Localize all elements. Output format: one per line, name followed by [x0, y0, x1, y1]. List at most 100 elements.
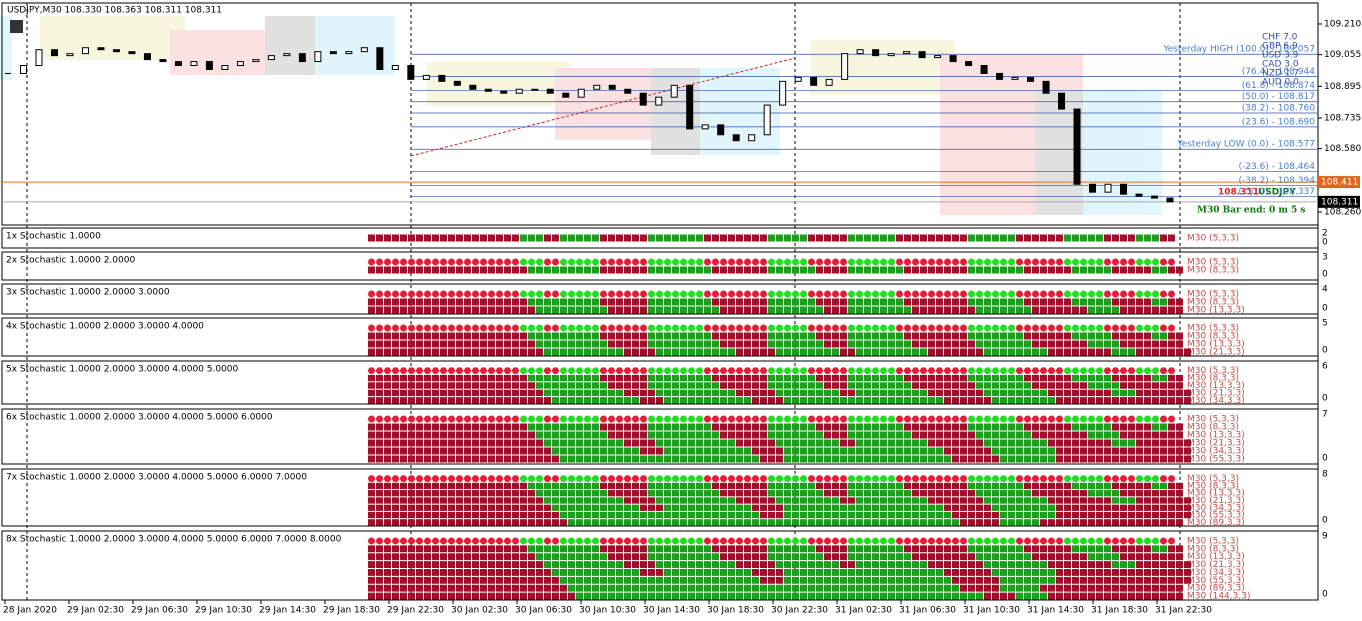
- state-cell: [392, 490, 399, 497]
- state-cell: [904, 298, 911, 306]
- state-cell: [728, 561, 735, 568]
- state-cell: [656, 374, 663, 382]
- state-cell: [1176, 561, 1183, 568]
- state-cell: [520, 504, 527, 511]
- menu-icon[interactable]: [10, 20, 23, 33]
- state-cell: [1016, 576, 1023, 584]
- state-cell: [1104, 576, 1111, 584]
- state-cell: [968, 266, 975, 274]
- state-cell: [584, 332, 591, 340]
- state-cell: [728, 389, 735, 397]
- state-cell: [656, 382, 663, 389]
- candle: [1027, 76, 1035, 82]
- state-cell: [968, 497, 975, 504]
- state-cell: [376, 482, 383, 490]
- state-dot: [824, 367, 831, 375]
- state-dot: [1080, 258, 1087, 266]
- state-dot: [928, 290, 935, 298]
- state-cell: [544, 439, 551, 447]
- state-cell: [1048, 511, 1055, 519]
- state-cell: [864, 266, 871, 274]
- state-dot: [1000, 367, 1007, 375]
- state-cell: [840, 519, 847, 526]
- state-cell: [1016, 397, 1023, 404]
- state-cell: [696, 348, 703, 356]
- state-cell: [528, 389, 535, 397]
- state-dot: [1144, 367, 1151, 375]
- state-cell: [616, 545, 623, 553]
- state-cell: [1080, 447, 1087, 455]
- state-dot: [488, 290, 495, 298]
- state-cell: [728, 298, 735, 306]
- state-cell: [776, 447, 783, 455]
- state-cell: [664, 382, 671, 389]
- state-cell: [984, 431, 991, 439]
- state-cell: [496, 584, 503, 592]
- state-cell: [840, 455, 847, 463]
- state-dot: [512, 367, 519, 375]
- state-cell: [832, 561, 839, 568]
- state-dot: [368, 290, 375, 298]
- state-cell: [744, 340, 751, 348]
- state-cell: [1128, 298, 1135, 306]
- state-cell: [544, 576, 551, 584]
- state-cell: [1000, 374, 1007, 382]
- state-cell: [408, 382, 415, 389]
- state-cell: [1120, 382, 1127, 389]
- state-cell: [1136, 298, 1143, 306]
- state-dot: [736, 415, 743, 423]
- state-cell: [800, 569, 807, 576]
- state-cell: [760, 592, 767, 600]
- state-cell: [672, 576, 679, 584]
- state-dot: [864, 367, 871, 375]
- x-tick-label: 30 Jan 02:30: [451, 606, 508, 616]
- state-cell: [720, 576, 727, 584]
- state-cell: [688, 332, 695, 340]
- state-cell: [616, 490, 623, 497]
- state-cell: [712, 431, 719, 439]
- state-cell: [544, 332, 551, 340]
- state-cell: [1056, 266, 1063, 274]
- state-cell: [1024, 511, 1031, 519]
- state-cell: [1016, 298, 1023, 306]
- state-cell: [984, 389, 991, 397]
- state-cell: [968, 332, 975, 340]
- state-cell: [384, 423, 391, 431]
- state-dot: [568, 537, 575, 545]
- state-cell: [856, 348, 863, 356]
- state-cell: [672, 482, 679, 490]
- state-cell: [808, 592, 815, 600]
- state-cell: [1144, 397, 1151, 404]
- state-cell: [1072, 576, 1079, 584]
- state-cell: [504, 455, 511, 463]
- state-cell: [880, 306, 887, 314]
- state-dot: [1032, 324, 1039, 332]
- state-cell: [1128, 306, 1135, 314]
- state-cell: [1000, 298, 1007, 306]
- state-cell: [736, 490, 743, 497]
- state-cell: [520, 389, 527, 397]
- state-cell: [608, 306, 615, 314]
- state-cell: [1008, 569, 1015, 576]
- state-dot: [440, 367, 447, 375]
- state-cell: [1080, 504, 1087, 511]
- state-cell: [936, 447, 943, 455]
- state-dot: [952, 290, 959, 298]
- state-cell: [736, 234, 743, 242]
- state-cell: [600, 455, 607, 463]
- state-cell: [416, 332, 423, 340]
- state-dot: [680, 367, 687, 375]
- state-cell: [768, 374, 775, 382]
- state-dot: [1120, 290, 1127, 298]
- state-dot: [600, 537, 607, 545]
- state-dot: [912, 537, 919, 545]
- state-cell: [600, 397, 607, 404]
- state-cell: [872, 504, 879, 511]
- state-cell: [1168, 511, 1175, 519]
- state-dot: [544, 415, 551, 423]
- state-dot: [480, 415, 487, 423]
- state-cell: [1128, 561, 1135, 568]
- state-cell: [800, 389, 807, 397]
- state-cell: [456, 482, 463, 490]
- state-cell: [864, 504, 871, 511]
